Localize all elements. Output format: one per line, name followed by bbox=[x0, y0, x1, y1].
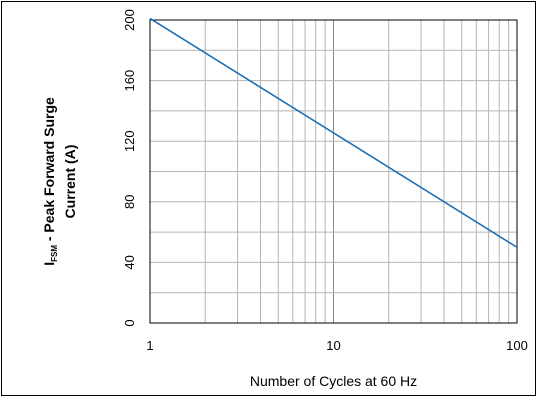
series-layer bbox=[149, 17, 518, 248]
y-tick-label: 0 bbox=[122, 319, 137, 326]
x-axis-label: Number of Cycles at 60 Hz bbox=[250, 373, 417, 389]
y-axis-label-line2: Current (A) bbox=[62, 145, 78, 219]
y-tick-label: 160 bbox=[122, 70, 137, 92]
y-tick-labels: 0 40 80 120 160 200 bbox=[122, 9, 137, 326]
y-axis-label-line1: IFSM - Peak Forward Surge bbox=[41, 97, 59, 266]
x-tick-label: 10 bbox=[326, 338, 340, 353]
y-tick-label: 80 bbox=[122, 195, 137, 209]
y-tick-label: 200 bbox=[122, 9, 137, 31]
y-axis-label-subscript: FSM bbox=[50, 245, 59, 262]
y-axis-label-text: - Peak Forward Surge bbox=[41, 97, 57, 245]
plot-area bbox=[149, 19, 518, 324]
y-tick-label: 120 bbox=[122, 130, 137, 152]
series-line bbox=[149, 17, 518, 248]
y-axis-label: IFSM - Peak Forward Surge Current (A) bbox=[41, 97, 78, 266]
y-tick-label: 40 bbox=[122, 255, 137, 269]
x-tick-label: 1 bbox=[146, 338, 153, 353]
x-tick-label: 100 bbox=[506, 338, 528, 353]
y-axis-label-prefix: I bbox=[41, 262, 57, 266]
grid bbox=[150, 20, 517, 323]
x-tick-labels: 1 10 100 bbox=[146, 338, 527, 353]
